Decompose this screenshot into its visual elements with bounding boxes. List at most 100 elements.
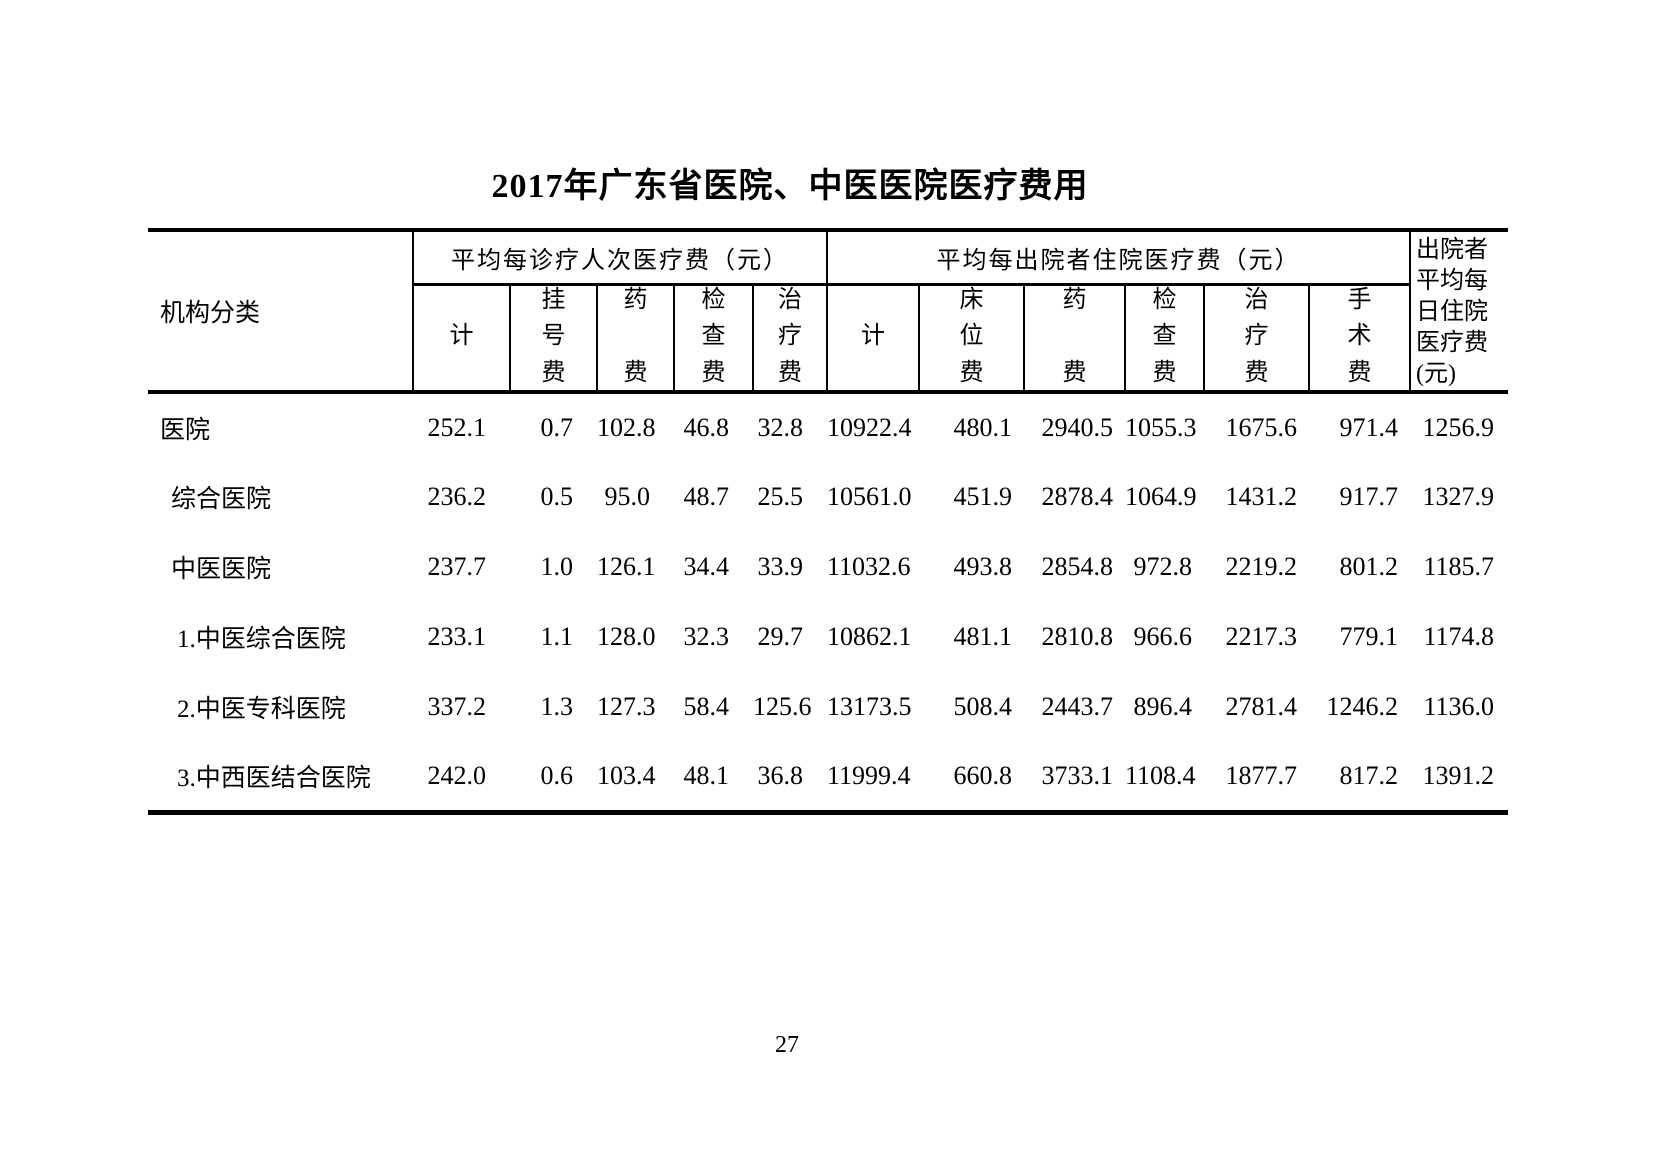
- table-row: 3.中西医结合医院 242.0 0.6 103.4 48.1 36.8 1199…: [148, 742, 1508, 812]
- cell-value: 58.4: [683, 692, 730, 721]
- column-header-ip-surgery-fee: 手术费: [1309, 284, 1411, 394]
- cell-value: 237.7: [427, 552, 487, 581]
- cell-value: 0.7: [540, 413, 574, 442]
- cell-value: 2940.5: [1041, 413, 1114, 442]
- column-header-ip-total: 计: [827, 284, 920, 394]
- column-header-op-treatment-fee: 治疗费: [753, 284, 828, 394]
- cell-value: 480.1: [953, 413, 1013, 442]
- cell-value: 126.1: [597, 552, 656, 581]
- column-header-ip-bed-fee: 床位费: [919, 284, 1025, 394]
- page-title: 2017年广东省医院、中医医院医疗费用: [491, 168, 1089, 205]
- cell-value: 966.6: [1133, 622, 1193, 651]
- table-row: 综合医院 236.2 0.5 95.0 48.7 25.5 10561.0 45…: [148, 462, 1508, 532]
- cell-value: 2854.8: [1041, 552, 1114, 581]
- cell-value: 1.3: [540, 692, 574, 721]
- cell-value: 11032.6: [827, 552, 911, 581]
- table-row: 医院 252.1 0.7 102.8 46.8 32.8 10922.4 480…: [148, 392, 1508, 462]
- cell-value: 1174.8: [1423, 622, 1494, 651]
- table-body: 医院 252.1 0.7 102.8 46.8 32.8 10922.4 480…: [148, 392, 1508, 812]
- cell-value: 337.2: [427, 692, 487, 721]
- cell-value: 127.3: [597, 692, 656, 721]
- header-group-row: 机构分类 平均每诊疗人次医疗费（元） 平均每出院者住院医疗费（元） 出院者 平均…: [148, 230, 1508, 394]
- cell-value: 11999.4: [827, 760, 911, 790]
- cell-value: 0.5: [540, 482, 574, 511]
- cell-value: 33.9: [757, 552, 804, 581]
- column-header-op-registration-fee: 挂号费: [510, 284, 598, 394]
- cell-value: 2443.7: [1041, 692, 1114, 721]
- cell-value: 95.0: [604, 482, 651, 511]
- cell-value: 36.8: [757, 760, 804, 790]
- cell-value: 25.5: [757, 482, 804, 511]
- cell-value: 1.0: [540, 552, 574, 581]
- cell-value: 896.4: [1133, 692, 1193, 721]
- cell-value: 29.7: [757, 622, 804, 651]
- cell-value: 125.6: [753, 692, 812, 721]
- cell-value: 2810.8: [1041, 622, 1114, 651]
- column-header-ip-treatment-fee: 治疗费: [1204, 284, 1310, 394]
- cell-value: 1136.0: [1423, 692, 1494, 721]
- cell-value: 0.6: [540, 760, 574, 790]
- cell-value: 32.8: [757, 413, 804, 442]
- cell-value: 1256.9: [1422, 413, 1495, 442]
- row-label: 2.中医专科医院: [177, 696, 346, 723]
- medical-cost-table: 机构分类 平均每诊疗人次医疗费（元） 平均每出院者住院医疗费（元） 出院者 平均…: [148, 228, 1508, 815]
- column-header-op-total: 计: [413, 284, 511, 394]
- cell-value: 817.2: [1339, 760, 1399, 790]
- table-row: 1.中医综合医院 233.1 1.1 128.0 32.3 29.7 10862…: [148, 602, 1508, 672]
- cell-value: 1246.2: [1326, 692, 1399, 721]
- cell-value: 1055.3: [1125, 413, 1197, 442]
- table-row: 2.中医专科医院 337.2 1.3 127.3 58.4 125.6 1317…: [148, 672, 1508, 742]
- row-label: 1.中医综合医院: [177, 626, 346, 653]
- cell-value: 13173.5: [827, 692, 912, 721]
- cell-value: 1.1: [540, 622, 574, 651]
- cell-value: 2217.3: [1225, 622, 1298, 651]
- cell-value: 10922.4: [827, 413, 912, 442]
- cell-value: 2219.2: [1225, 552, 1298, 581]
- cell-value: 128.0: [597, 622, 656, 651]
- group-header-outpatient: 平均每诊疗人次医疗费（元）: [413, 230, 828, 286]
- cell-value: 10862.1: [827, 622, 912, 651]
- row-label: 中医医院: [171, 556, 272, 583]
- row-header-label: 机构分类: [148, 230, 414, 394]
- cell-value: 917.7: [1339, 482, 1399, 511]
- cell-value: 1185.7: [1423, 552, 1494, 581]
- group-header-inpatient: 平均每出院者住院医疗费（元）: [827, 230, 1411, 286]
- cell-value: 48.1: [683, 760, 730, 790]
- header-sub-row: 计 挂号费 药费 检查费 治疗费 计 床位费 药费 检查费 治疗费 手术费: [148, 284, 1508, 394]
- cell-value: 102.8: [597, 413, 656, 442]
- cell-value: 1327.9: [1422, 482, 1495, 511]
- cell-value: 481.1: [953, 622, 1013, 651]
- cell-value: 508.4: [953, 692, 1013, 721]
- cell-value: 1108.4: [1125, 760, 1196, 790]
- cell-value: 801.2: [1339, 552, 1399, 581]
- cell-value: 1675.6: [1225, 413, 1298, 442]
- cell-value: 252.1: [427, 413, 487, 442]
- cell-value: 48.7: [683, 482, 730, 511]
- cell-value: 1431.2: [1225, 482, 1298, 511]
- cell-value: 2781.4: [1225, 692, 1298, 721]
- column-header-op-exam-fee: 检查费: [674, 284, 754, 394]
- row-label: 3.中西医结合医院: [177, 764, 371, 792]
- table-row: 中医医院 237.7 1.0 126.1 34.4 33.9 11032.6 4…: [148, 532, 1508, 602]
- column-header-ip-drug-fee: 药费: [1024, 284, 1126, 394]
- row-label: 综合医院: [171, 486, 272, 513]
- cell-value: 1877.7: [1225, 760, 1298, 790]
- column-header-ip-exam-fee: 检查费: [1125, 284, 1205, 394]
- cell-value: 34.4: [683, 552, 730, 581]
- column-header-op-drug-fee: 药费: [597, 284, 675, 394]
- cell-value: 233.1: [427, 622, 487, 651]
- cell-value: 493.8: [953, 552, 1013, 581]
- cell-value: 660.8: [953, 760, 1013, 790]
- cell-value: 46.8: [683, 413, 730, 442]
- cell-value: 103.4: [597, 760, 656, 790]
- cell-value: 451.9: [953, 482, 1013, 511]
- row-label: 医院: [160, 417, 211, 444]
- cell-value: 971.4: [1339, 413, 1399, 442]
- cell-value: 972.8: [1133, 552, 1193, 581]
- cell-value: 3733.1: [1041, 760, 1114, 790]
- cell-value: 1391.2: [1422, 760, 1495, 790]
- page-number: 27: [775, 1032, 799, 1058]
- column-header-daily-cost: 出院者 平均每 日住院 医疗费 (元): [1410, 230, 1508, 394]
- cell-value: 10561.0: [827, 482, 912, 511]
